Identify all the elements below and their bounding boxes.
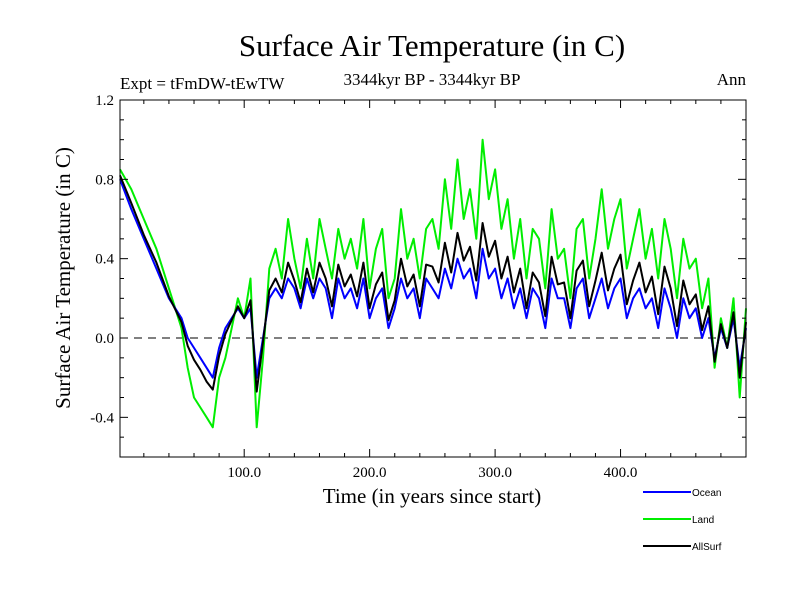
series-line-land	[119, 138, 747, 429]
legend-label-ocean: Ocean	[692, 488, 721, 499]
y-tick-label: 0.4	[95, 252, 114, 268]
y-tick-label: 0.8	[95, 172, 114, 188]
x-tick-label: 100.0	[227, 465, 261, 481]
period-label: 3344kyr BP - 3344kyr BP	[344, 70, 521, 89]
legend: Ocean Land AllSurf	[643, 488, 722, 553]
experiment-label: Expt = tFmDW-tEwTW	[120, 74, 285, 93]
chart-title: Surface Air Temperature (in C)	[239, 28, 625, 63]
legend-label-land: Land	[692, 515, 714, 526]
x-tick-label: 300.0	[478, 465, 512, 481]
y-tick-label: 0.0	[95, 331, 114, 347]
series-line-allsurf	[119, 175, 747, 393]
y-tick-label: 1.2	[95, 93, 114, 109]
series-layer	[119, 138, 747, 429]
y-axis-label: Surface Air Temperature (in C)	[51, 147, 75, 409]
x-tick-label: 200.0	[353, 465, 387, 481]
x-axis-label: Time (in years since start)	[323, 484, 542, 508]
x-tick-label: 400.0	[604, 465, 638, 481]
ticks-layer: 100.0 200.0 300.0 400.0 -0.4 0.0 0.4 0.8 1.2	[90, 93, 746, 481]
season-label: Ann	[717, 70, 747, 89]
y-tick-label: -0.4	[90, 410, 114, 426]
legend-label-allsurf: AllSurf	[692, 542, 722, 553]
series-line-ocean	[119, 178, 747, 379]
